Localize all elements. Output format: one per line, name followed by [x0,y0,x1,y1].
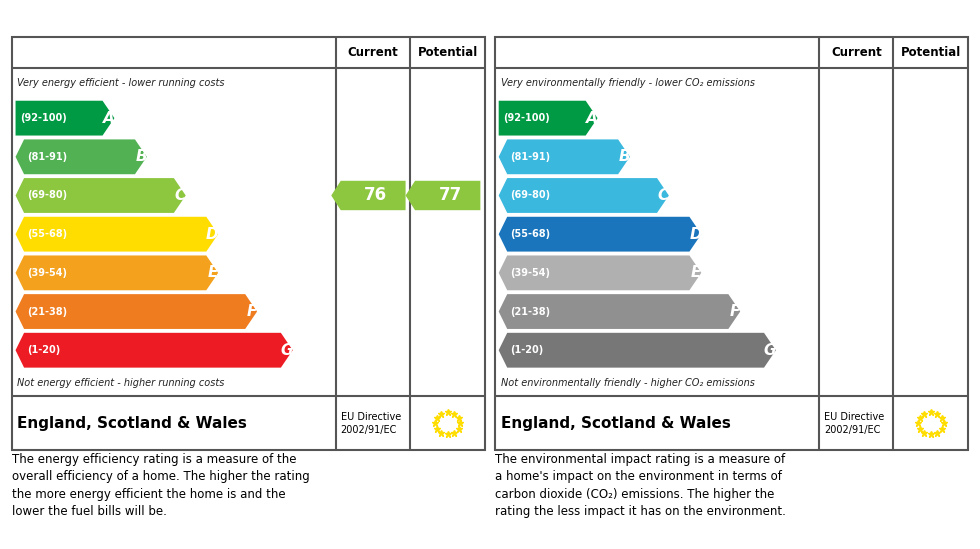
Polygon shape [499,333,776,368]
Text: England, Scotland & Wales: England, Scotland & Wales [501,416,730,431]
Polygon shape [499,294,740,329]
Text: A: A [586,111,598,126]
Text: 77: 77 [438,187,462,204]
Text: (55-68): (55-68) [27,229,68,239]
Text: F: F [246,304,257,319]
Text: (21-38): (21-38) [511,306,551,317]
Polygon shape [16,255,219,290]
Text: EU Directive
2002/91/EC: EU Directive 2002/91/EC [824,412,884,434]
Text: E: E [690,265,701,281]
Text: (81-91): (81-91) [27,152,68,162]
Text: (69-80): (69-80) [511,191,551,200]
Text: C: C [174,188,185,203]
Text: Current: Current [348,46,399,59]
Text: B: B [618,149,630,164]
Polygon shape [499,178,669,213]
Polygon shape [16,217,219,251]
Text: Very energy efficient - lower running costs: Very energy efficient - lower running co… [18,79,225,88]
Text: G: G [764,343,776,358]
Text: EU Directive
2002/91/EC: EU Directive 2002/91/EC [341,412,401,434]
Text: (55-68): (55-68) [511,229,551,239]
Polygon shape [499,255,702,290]
Text: D: D [206,227,219,242]
Text: Not energy efficient - higher running costs: Not energy efficient - higher running co… [18,378,224,388]
Text: G: G [281,343,293,358]
Text: (1-20): (1-20) [511,345,544,355]
Text: (39-54): (39-54) [27,268,68,278]
Text: F: F [729,304,740,319]
Text: C: C [658,188,668,203]
Polygon shape [331,181,406,210]
Text: Environmental Impact (CO₂) Rating: Environmental Impact (CO₂) Rating [546,10,917,29]
Text: Potential: Potential [417,46,478,59]
Text: (92-100): (92-100) [21,113,67,123]
Text: England, Scotland & Wales: England, Scotland & Wales [18,416,247,431]
Polygon shape [16,294,257,329]
Text: (1-20): (1-20) [27,345,61,355]
Polygon shape [499,217,702,251]
Text: E: E [207,265,218,281]
Text: (39-54): (39-54) [511,268,551,278]
Text: (81-91): (81-91) [511,152,551,162]
Text: Potential: Potential [901,46,961,59]
Polygon shape [16,100,115,136]
Text: (69-80): (69-80) [27,191,68,200]
Polygon shape [499,100,598,136]
Polygon shape [16,139,147,174]
Polygon shape [499,139,630,174]
Text: (92-100): (92-100) [504,113,550,123]
Text: B: B [135,149,147,164]
Text: The environmental impact rating is a measure of
a home's impact on the environme: The environmental impact rating is a mea… [495,453,786,518]
Text: Very environmentally friendly - lower CO₂ emissions: Very environmentally friendly - lower CO… [501,79,755,88]
Text: (21-38): (21-38) [27,306,68,317]
Text: 76: 76 [364,187,387,204]
Polygon shape [16,333,293,368]
Text: D: D [689,227,702,242]
Text: Current: Current [831,46,882,59]
Polygon shape [16,178,186,213]
Text: A: A [103,111,115,126]
Polygon shape [406,181,480,210]
Text: Not environmentally friendly - higher CO₂ emissions: Not environmentally friendly - higher CO… [501,378,755,388]
Text: Energy Efficiency Rating: Energy Efficiency Rating [119,10,378,29]
Text: The energy efficiency rating is a measure of the
overall efficiency of a home. T: The energy efficiency rating is a measur… [12,453,310,518]
